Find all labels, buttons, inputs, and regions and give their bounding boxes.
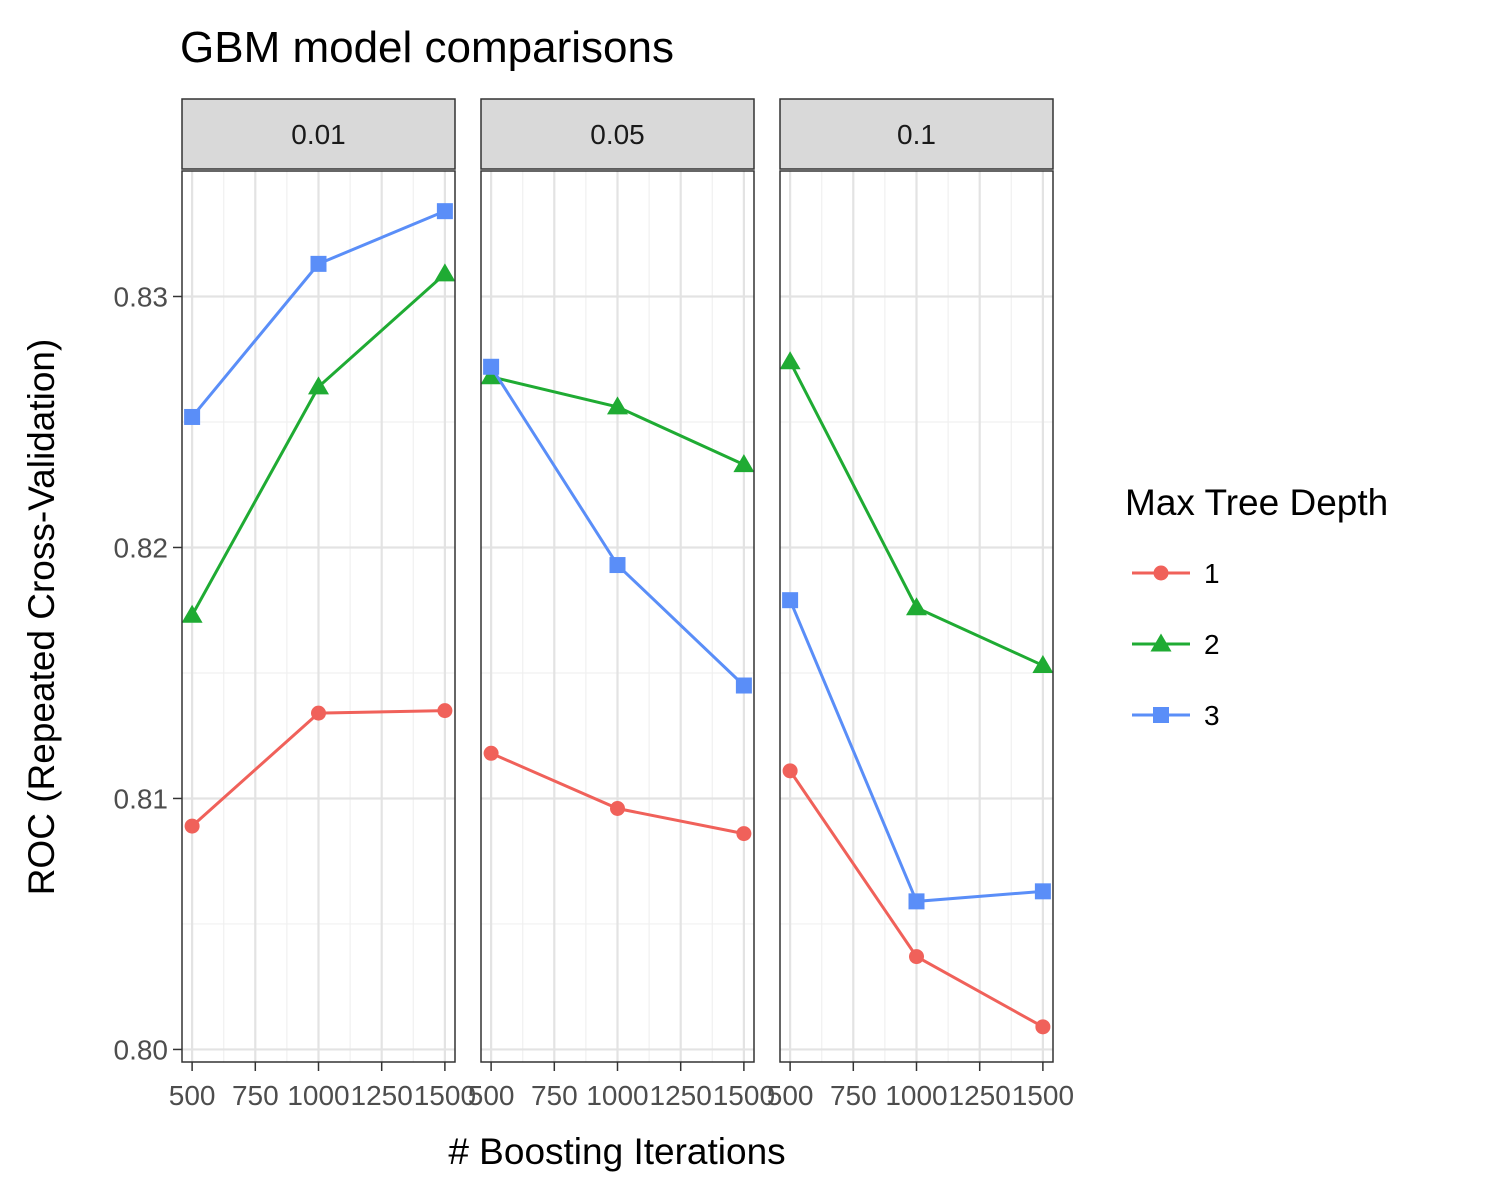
facet-strip [779, 98, 1054, 170]
data-point [483, 745, 499, 761]
data-point [609, 557, 626, 574]
data-point [311, 705, 326, 721]
data-point [437, 703, 453, 719]
data-point [607, 396, 628, 415]
x-tick-label: 500 [767, 1080, 814, 1111]
series-3 [782, 592, 1051, 910]
series-3 [483, 358, 752, 694]
data-point [1034, 883, 1051, 900]
series-3 [184, 203, 453, 425]
series-2 [480, 366, 755, 473]
x-tick-label: 1250 [650, 1080, 712, 1111]
data-point [610, 801, 625, 817]
x-tick-label: 750 [830, 1080, 877, 1111]
facet-strip [181, 98, 456, 170]
series-1 [184, 703, 453, 834]
y-tick-label: 0.81 [114, 783, 169, 814]
legend-title: Max Tree Depth [1125, 482, 1388, 523]
data-point [436, 203, 453, 220]
facet-panel-1: 0.01 500 750 1000 1250 1500 [169, 98, 476, 1111]
legend-item-label: 1 [1204, 558, 1220, 589]
x-tick-label: 500 [169, 1080, 216, 1111]
y-tick-label: 0.80 [114, 1034, 169, 1065]
facet-strip [480, 98, 755, 170]
x-tick-label: 750 [232, 1080, 279, 1111]
x-tick-label: 1000 [885, 1080, 947, 1111]
legend: Max Tree Depth 1 2 3 [1125, 482, 1388, 731]
data-point [782, 592, 799, 609]
x-tick-label: 750 [531, 1080, 578, 1111]
y-axis: 0.80 0.81 0.82 0.83 [114, 281, 182, 1065]
legend-item-2: 2 [1132, 629, 1220, 660]
facet-strip-label: 0.1 [897, 119, 936, 150]
data-point [735, 677, 752, 694]
data-point [736, 826, 752, 842]
facet-strip-label: 0.01 [291, 119, 346, 150]
series-2 [181, 263, 456, 623]
legend-item-1: 1 [1132, 558, 1220, 589]
series-2 [779, 351, 1054, 673]
data-point [1035, 1019, 1051, 1035]
data-point [434, 263, 456, 282]
data-point [480, 366, 502, 385]
x-tick-label: 1500 [1012, 1080, 1074, 1111]
series-1 [782, 763, 1051, 1035]
x-tick-label: 1250 [351, 1080, 413, 1111]
x-tick-label: 1000 [586, 1080, 648, 1111]
data-point [782, 763, 798, 779]
legend-item-3: 3 [1132, 700, 1220, 731]
legend-key-marker [1150, 633, 1172, 652]
x-tick-label: 1250 [949, 1080, 1011, 1111]
data-point [909, 949, 924, 965]
legend-key-marker [1153, 707, 1169, 723]
legend-item-label: 3 [1204, 700, 1220, 731]
data-point [483, 358, 500, 375]
y-tick-label: 0.83 [114, 281, 169, 312]
x-tick-label: 1000 [287, 1080, 349, 1111]
legend-item-label: 2 [1204, 629, 1220, 660]
facet-strip-label: 0.05 [590, 119, 645, 150]
data-point [908, 893, 925, 910]
y-tick-label: 0.82 [114, 532, 169, 563]
data-point [184, 818, 200, 834]
chart-title: GBM model comparisons [180, 23, 674, 72]
data-point [310, 255, 327, 272]
data-point [1032, 654, 1054, 673]
x-tick-label: 1500 [414, 1080, 476, 1111]
data-point [733, 454, 755, 473]
y-axis-label: ROC (Repeated Cross-Validation) [21, 339, 62, 896]
facet-panel-2: 0.05 500 750 1000 1250 1500 [468, 98, 775, 1111]
data-point [906, 597, 927, 616]
series-1 [483, 745, 752, 842]
x-axis-label: # Boosting Iterations [448, 1131, 785, 1172]
data-point [181, 604, 203, 623]
facet-panel-3: 0.1 500 750 1000 1250 1500 [767, 98, 1074, 1111]
legend-key-marker [1153, 565, 1169, 581]
x-tick-label: 500 [468, 1080, 515, 1111]
x-tick-label: 1500 [713, 1080, 775, 1111]
data-point [779, 351, 801, 370]
data-point [184, 408, 201, 425]
data-point [308, 376, 329, 395]
